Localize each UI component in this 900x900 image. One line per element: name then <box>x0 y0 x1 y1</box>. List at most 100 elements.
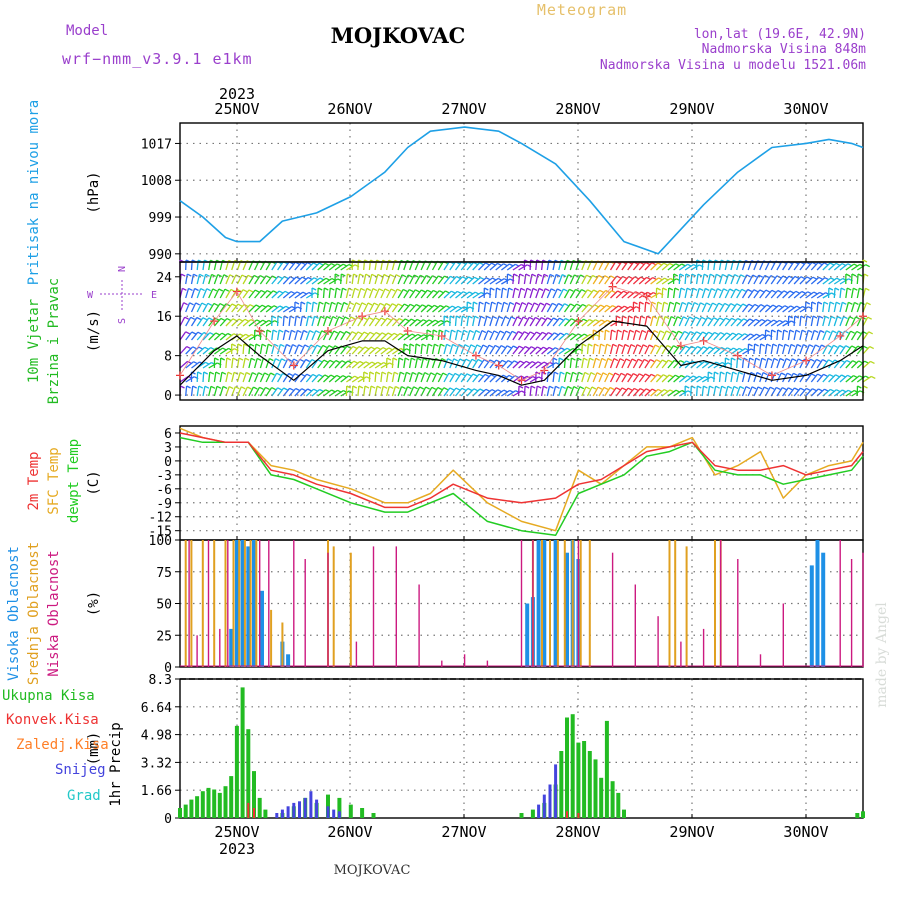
wind-barb-flag <box>227 371 233 375</box>
wind-barb <box>196 332 205 341</box>
wind-barb <box>426 304 435 313</box>
wind-barb <box>357 273 361 285</box>
wind-barb <box>196 288 202 299</box>
wind-barb <box>351 385 354 397</box>
wind-barb-flag <box>709 346 714 350</box>
wind-barb-flag <box>584 371 589 375</box>
wind-barb <box>805 276 814 285</box>
wind-barb-flag <box>559 317 564 321</box>
wind-barb <box>254 304 263 313</box>
wind-barb-flag <box>448 372 454 376</box>
wind-barb-flag <box>334 273 340 277</box>
wind-barb-flag <box>301 261 306 265</box>
wind-barb <box>839 263 849 271</box>
wind-barb <box>282 306 293 313</box>
cloud-bar <box>332 546 335 667</box>
wind-barb-flag <box>555 273 561 278</box>
wind-barb-flag <box>503 301 509 305</box>
wind-barb-flag <box>471 358 477 362</box>
wind-barb-flag <box>788 315 793 319</box>
wind-barb <box>753 289 761 299</box>
wind-barb <box>529 288 534 299</box>
wind-barb <box>248 334 258 341</box>
wind-barb <box>581 289 589 299</box>
wind-barb-flag <box>606 304 611 308</box>
wind-barb <box>276 329 280 341</box>
wind-barb-flag <box>486 315 492 319</box>
wind-barb <box>386 303 393 313</box>
cloud-bar <box>714 540 716 667</box>
wind-barb <box>345 331 353 341</box>
wind-barb <box>650 262 659 271</box>
wind-barb-flag <box>607 357 613 362</box>
wind-barb-flag <box>490 287 495 291</box>
wind-barb <box>833 389 843 397</box>
wind-barb-flag <box>443 387 449 391</box>
wind-barb-flag <box>680 287 686 291</box>
wind-barb-flag <box>356 316 362 320</box>
wind-barb <box>799 387 807 397</box>
wind-barb <box>804 330 809 341</box>
wind-barb <box>839 278 849 285</box>
wind-barb-flag <box>359 273 364 277</box>
wind-barb-flag <box>345 330 351 335</box>
wind-barb-flag <box>588 343 593 347</box>
wind-barb-flag <box>395 274 401 278</box>
wind-barb <box>615 275 624 285</box>
wind-barb <box>225 303 233 313</box>
wind-barb-flag <box>857 385 862 389</box>
wind-barb-flag <box>305 358 310 363</box>
wind-barb-flag <box>455 387 461 391</box>
precip-bar <box>855 813 860 818</box>
precip-bar <box>576 742 581 818</box>
wind-barb-flag <box>371 273 376 277</box>
wind-barb <box>638 315 642 327</box>
wind-barb-flag <box>324 374 329 378</box>
wind-barb-flag <box>850 330 855 334</box>
wind-barb <box>271 387 279 397</box>
wind-barb <box>409 386 415 397</box>
wind-barb-flag <box>446 343 451 347</box>
wind-barb <box>592 289 601 299</box>
wind-barb <box>764 304 774 313</box>
wind-barb-flag <box>579 386 585 390</box>
wind-barb-flag <box>432 329 438 333</box>
wind-barb <box>420 319 430 327</box>
wind-barb <box>248 304 257 313</box>
wind-barb-flag <box>546 302 551 306</box>
wind-barb <box>627 315 630 327</box>
wind-barb <box>340 273 342 285</box>
wind-barb <box>592 386 599 397</box>
wind-barb <box>787 261 795 271</box>
wind-barb <box>368 302 375 313</box>
wind-barb-flag <box>507 360 513 364</box>
wind-barb <box>627 306 637 313</box>
precip-bar <box>263 809 268 818</box>
wind-barb-flag <box>308 315 313 319</box>
wind-barb-flag <box>719 317 724 321</box>
wind-barb-flag <box>344 316 350 320</box>
wind-barb <box>495 389 505 397</box>
wind-barb <box>632 261 641 271</box>
wind-barb <box>672 302 677 313</box>
precip-legend-item: Snijeg <box>55 762 106 778</box>
wind-barb <box>615 305 625 313</box>
wind-barb-flag <box>281 358 286 362</box>
wind-barb-flag <box>769 386 775 390</box>
cloud-bar <box>259 540 261 667</box>
wind-barb-flag <box>793 372 798 376</box>
precip-bar <box>229 776 234 818</box>
wind-barb-flag <box>757 386 763 390</box>
wind-barb <box>535 317 542 327</box>
wind-barb-flag <box>485 301 490 305</box>
wind-barb <box>673 345 680 355</box>
precip-bar <box>212 789 217 818</box>
wind-barb <box>334 263 344 271</box>
wind-barb-flag <box>866 302 871 306</box>
cloud-bar <box>737 559 739 667</box>
wind-barb <box>253 344 257 355</box>
wind-barb-flag <box>375 371 381 375</box>
wind-barb-flag <box>636 344 642 348</box>
cloud-bar <box>565 552 569 667</box>
wind-barb-flag <box>352 345 358 349</box>
